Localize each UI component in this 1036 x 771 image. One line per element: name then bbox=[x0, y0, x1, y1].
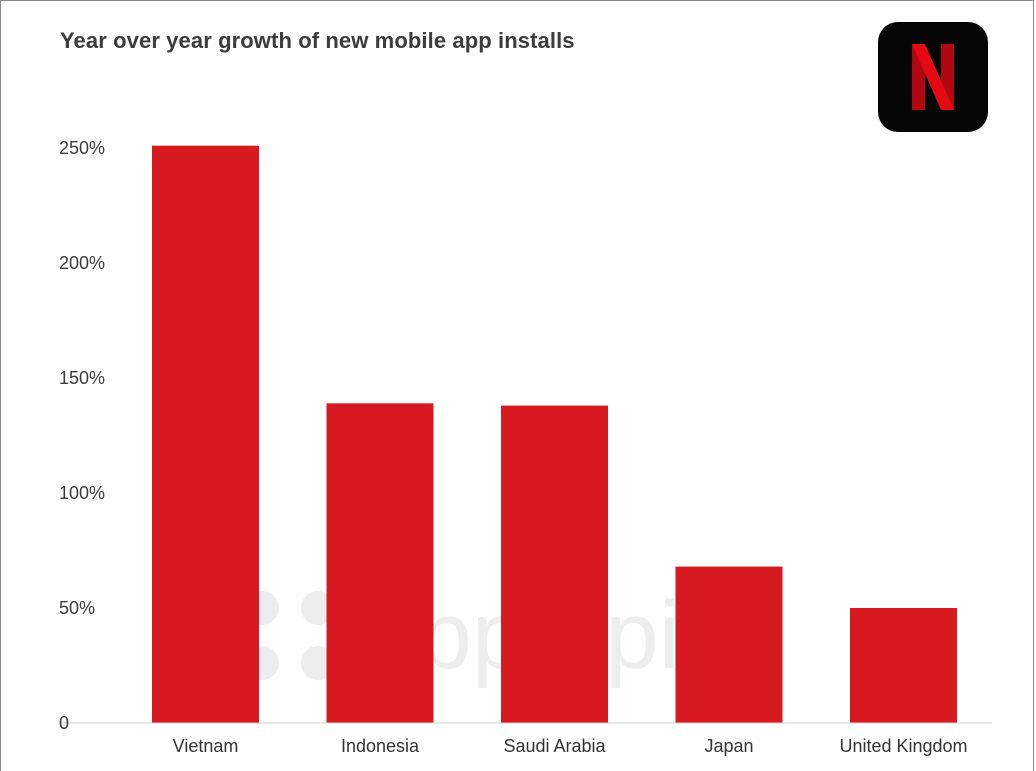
y-tick-label: 50% bbox=[59, 598, 95, 618]
chart-title: Year over year growth of new mobile app … bbox=[60, 28, 575, 53]
y-tick-label: 150% bbox=[59, 368, 105, 388]
netflix-logo-icon bbox=[878, 22, 988, 132]
y-tick-label: 250% bbox=[59, 138, 105, 158]
watermark: apptopia bbox=[245, 582, 734, 689]
bar-united-kingdom bbox=[850, 608, 957, 723]
bars-group bbox=[152, 145, 957, 723]
bar-vietnam bbox=[152, 145, 259, 723]
bar-saudi-arabia bbox=[501, 405, 608, 723]
x-tick-label: Vietnam bbox=[173, 736, 239, 756]
x-tick-label: Indonesia bbox=[341, 736, 420, 756]
y-tick-label: 100% bbox=[59, 483, 105, 503]
y-axis-tick-labels: 0 50% 100% 150% 200% 250% bbox=[59, 138, 105, 733]
y-tick-label: 200% bbox=[59, 253, 105, 273]
x-tick-label: Japan bbox=[704, 736, 753, 756]
bar-indonesia bbox=[326, 403, 434, 723]
x-tick-label: United Kingdom bbox=[839, 736, 967, 756]
bar-japan bbox=[675, 566, 783, 723]
y-tick-label: 0 bbox=[59, 713, 69, 733]
x-axis-category-labels: Vietnam Indonesia Saudi Arabia Japan United … bbox=[173, 736, 968, 756]
x-tick-label: Saudi Arabia bbox=[503, 736, 606, 756]
